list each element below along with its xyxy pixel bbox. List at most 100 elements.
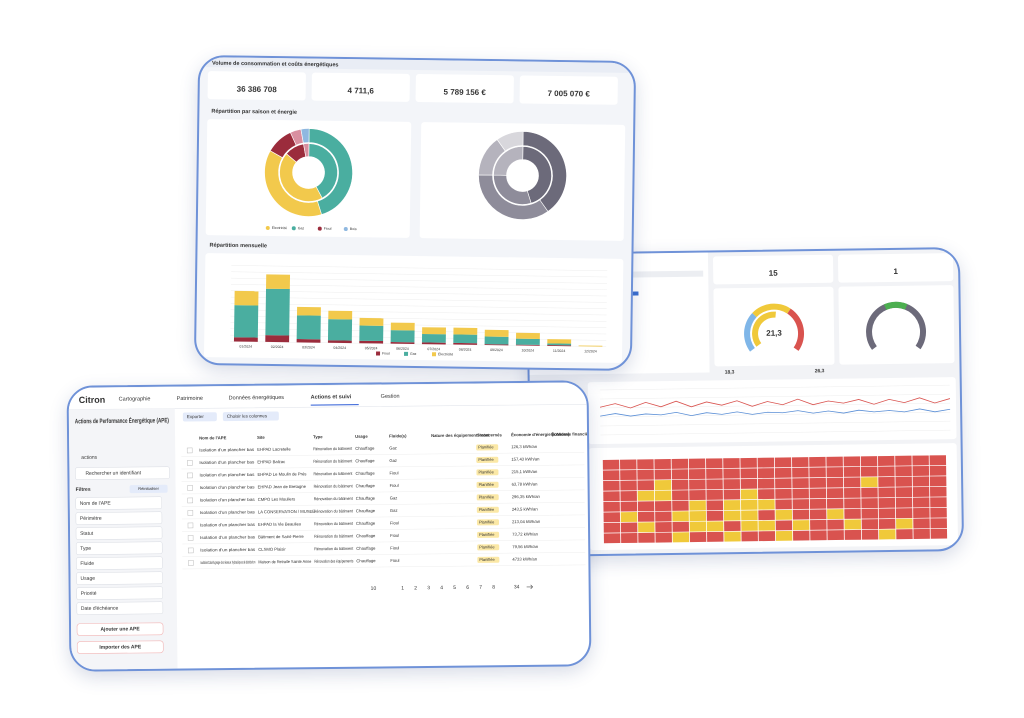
gauge-arc	[787, 308, 805, 351]
x-tick-label: 08/2024	[459, 348, 472, 352]
row-checkbox[interactable]	[187, 547, 194, 554]
heatmap-cell	[860, 456, 878, 467]
bar-segment	[328, 310, 353, 320]
kpi-value: 4 711,6	[348, 86, 375, 95]
next-arrow[interactable]	[526, 584, 534, 590]
cell-text: EHPAD Jean de Bretagne	[258, 484, 307, 490]
row-checkbox[interactable]	[187, 485, 193, 491]
kpi-card	[415, 74, 514, 104]
cell-text: Isolation d'un plancher bas	[200, 497, 255, 503]
nav-item[interactable]: Cartographie	[119, 396, 151, 402]
gauge-arc	[752, 311, 776, 347]
page-number[interactable]: 4	[440, 585, 443, 591]
filter-field[interactable]	[75, 511, 163, 525]
row-checkbox[interactable]	[186, 447, 193, 454]
heatmap-cell	[913, 528, 930, 539]
toolbar-label[interactable]: Choisir les colonnes	[227, 413, 268, 418]
row-checkbox[interactable]	[187, 460, 193, 466]
heatmap-cell	[741, 510, 758, 521]
logo: Citron	[79, 395, 106, 405]
cell-text: 296,35 kWh/an	[512, 494, 541, 499]
row-checkbox[interactable]	[187, 497, 194, 504]
nav-item[interactable]: Données énergétiques	[229, 395, 285, 402]
filter-field[interactable]	[76, 586, 163, 600]
toolbar-button[interactable]	[222, 411, 279, 422]
filter-field[interactable]	[75, 496, 163, 510]
column-header: Usage	[355, 434, 368, 439]
action-button-label[interactable]: Ajouter une APE	[100, 626, 140, 632]
search-box[interactable]	[75, 466, 170, 480]
gauge-value: 21,3	[766, 329, 782, 338]
heatmap-cell	[809, 467, 826, 478]
status-badge	[476, 469, 499, 476]
heatmap-cell	[809, 488, 827, 499]
status-badge	[476, 481, 499, 488]
row-checkbox[interactable]	[187, 535, 194, 541]
donut-segment	[303, 143, 310, 158]
x-tick-label: 06/2024	[396, 347, 409, 351]
row-divider	[182, 564, 586, 570]
filter-field[interactable]	[75, 526, 163, 540]
page-number[interactable]: 2	[414, 585, 417, 591]
heatmap-cell	[826, 456, 843, 467]
grid-line	[230, 296, 607, 303]
nav-item[interactable]: Patrimoine	[177, 396, 203, 402]
filter-field[interactable]	[75, 541, 163, 555]
cell-text: Isolation d'un plancher bas	[200, 534, 255, 540]
heatmap-cell	[689, 511, 707, 522]
gauge-min: 18,3	[725, 369, 735, 375]
cell-text: 4733 kWh/an	[512, 556, 537, 561]
filter-field[interactable]	[76, 571, 163, 585]
grid-line	[230, 309, 607, 316]
page-number[interactable]: 3	[427, 585, 430, 591]
heatmap-cell	[602, 470, 620, 481]
heatmap-cell	[827, 509, 844, 520]
ape-panel: Citron Cartographie Patrimoine Données éner…	[66, 380, 592, 672]
action-button[interactable]	[76, 640, 164, 654]
page-number[interactable]: 5	[453, 585, 456, 591]
row-checkbox[interactable]	[188, 560, 194, 566]
toolbar-label[interactable]: Exporter	[187, 414, 205, 419]
heatmap-cell	[620, 480, 637, 491]
nav-item[interactable]: Actions et suivi	[311, 394, 352, 400]
bar-segment	[327, 340, 352, 344]
legend-swatch	[291, 226, 296, 231]
action-button-label[interactable]: Importer des APE	[99, 644, 141, 650]
bar-segment	[484, 336, 509, 345]
legend-label: Électricité	[438, 351, 453, 356]
filter-label: Priorité	[81, 591, 97, 597]
filter-field[interactable]	[76, 556, 163, 570]
row-checkbox[interactable]	[187, 510, 194, 516]
page-number[interactable]: 8	[492, 585, 495, 591]
reset-button[interactable]	[129, 484, 168, 494]
action-button[interactable]	[76, 622, 164, 636]
row-checkbox[interactable]	[187, 522, 194, 529]
row-checkbox[interactable]	[187, 472, 193, 479]
cell-text: Rénovation du bâtiment	[314, 508, 354, 513]
cell-text: Fioul	[390, 533, 399, 538]
page-number[interactable]: 6	[466, 585, 469, 591]
heatmap-cell	[757, 457, 775, 468]
cell-text: Fioul	[390, 545, 399, 550]
x-tick-label: 10/2024	[521, 348, 534, 352]
heatmap-cell	[827, 530, 844, 541]
bar-segment	[515, 344, 540, 346]
nav-item[interactable]: Gestion	[381, 394, 400, 400]
cell-text: Isolation d'un plancher bas	[200, 547, 255, 553]
legend-swatch	[376, 351, 381, 356]
last-page[interactable]: 34	[514, 584, 520, 590]
toolbar-button[interactable]	[182, 412, 217, 422]
page-number[interactable]: 7	[479, 585, 482, 591]
filter-field[interactable]	[76, 601, 164, 615]
page-number[interactable]: 1	[401, 586, 404, 592]
page-size[interactable]: 10	[371, 586, 377, 592]
cell-text: Rénovation des équipements	[314, 558, 353, 563]
heatmap-cell	[672, 490, 689, 501]
heatmap-cell	[671, 469, 689, 480]
reset-label[interactable]: Réinitialiser	[138, 486, 159, 491]
x-tick-label: 04/2024	[333, 346, 346, 350]
status-text: Planifiée	[479, 544, 495, 549]
chart-card	[419, 122, 626, 241]
heatmap-cell	[895, 476, 912, 487]
x-tick-label: 12/2024	[584, 349, 597, 353]
